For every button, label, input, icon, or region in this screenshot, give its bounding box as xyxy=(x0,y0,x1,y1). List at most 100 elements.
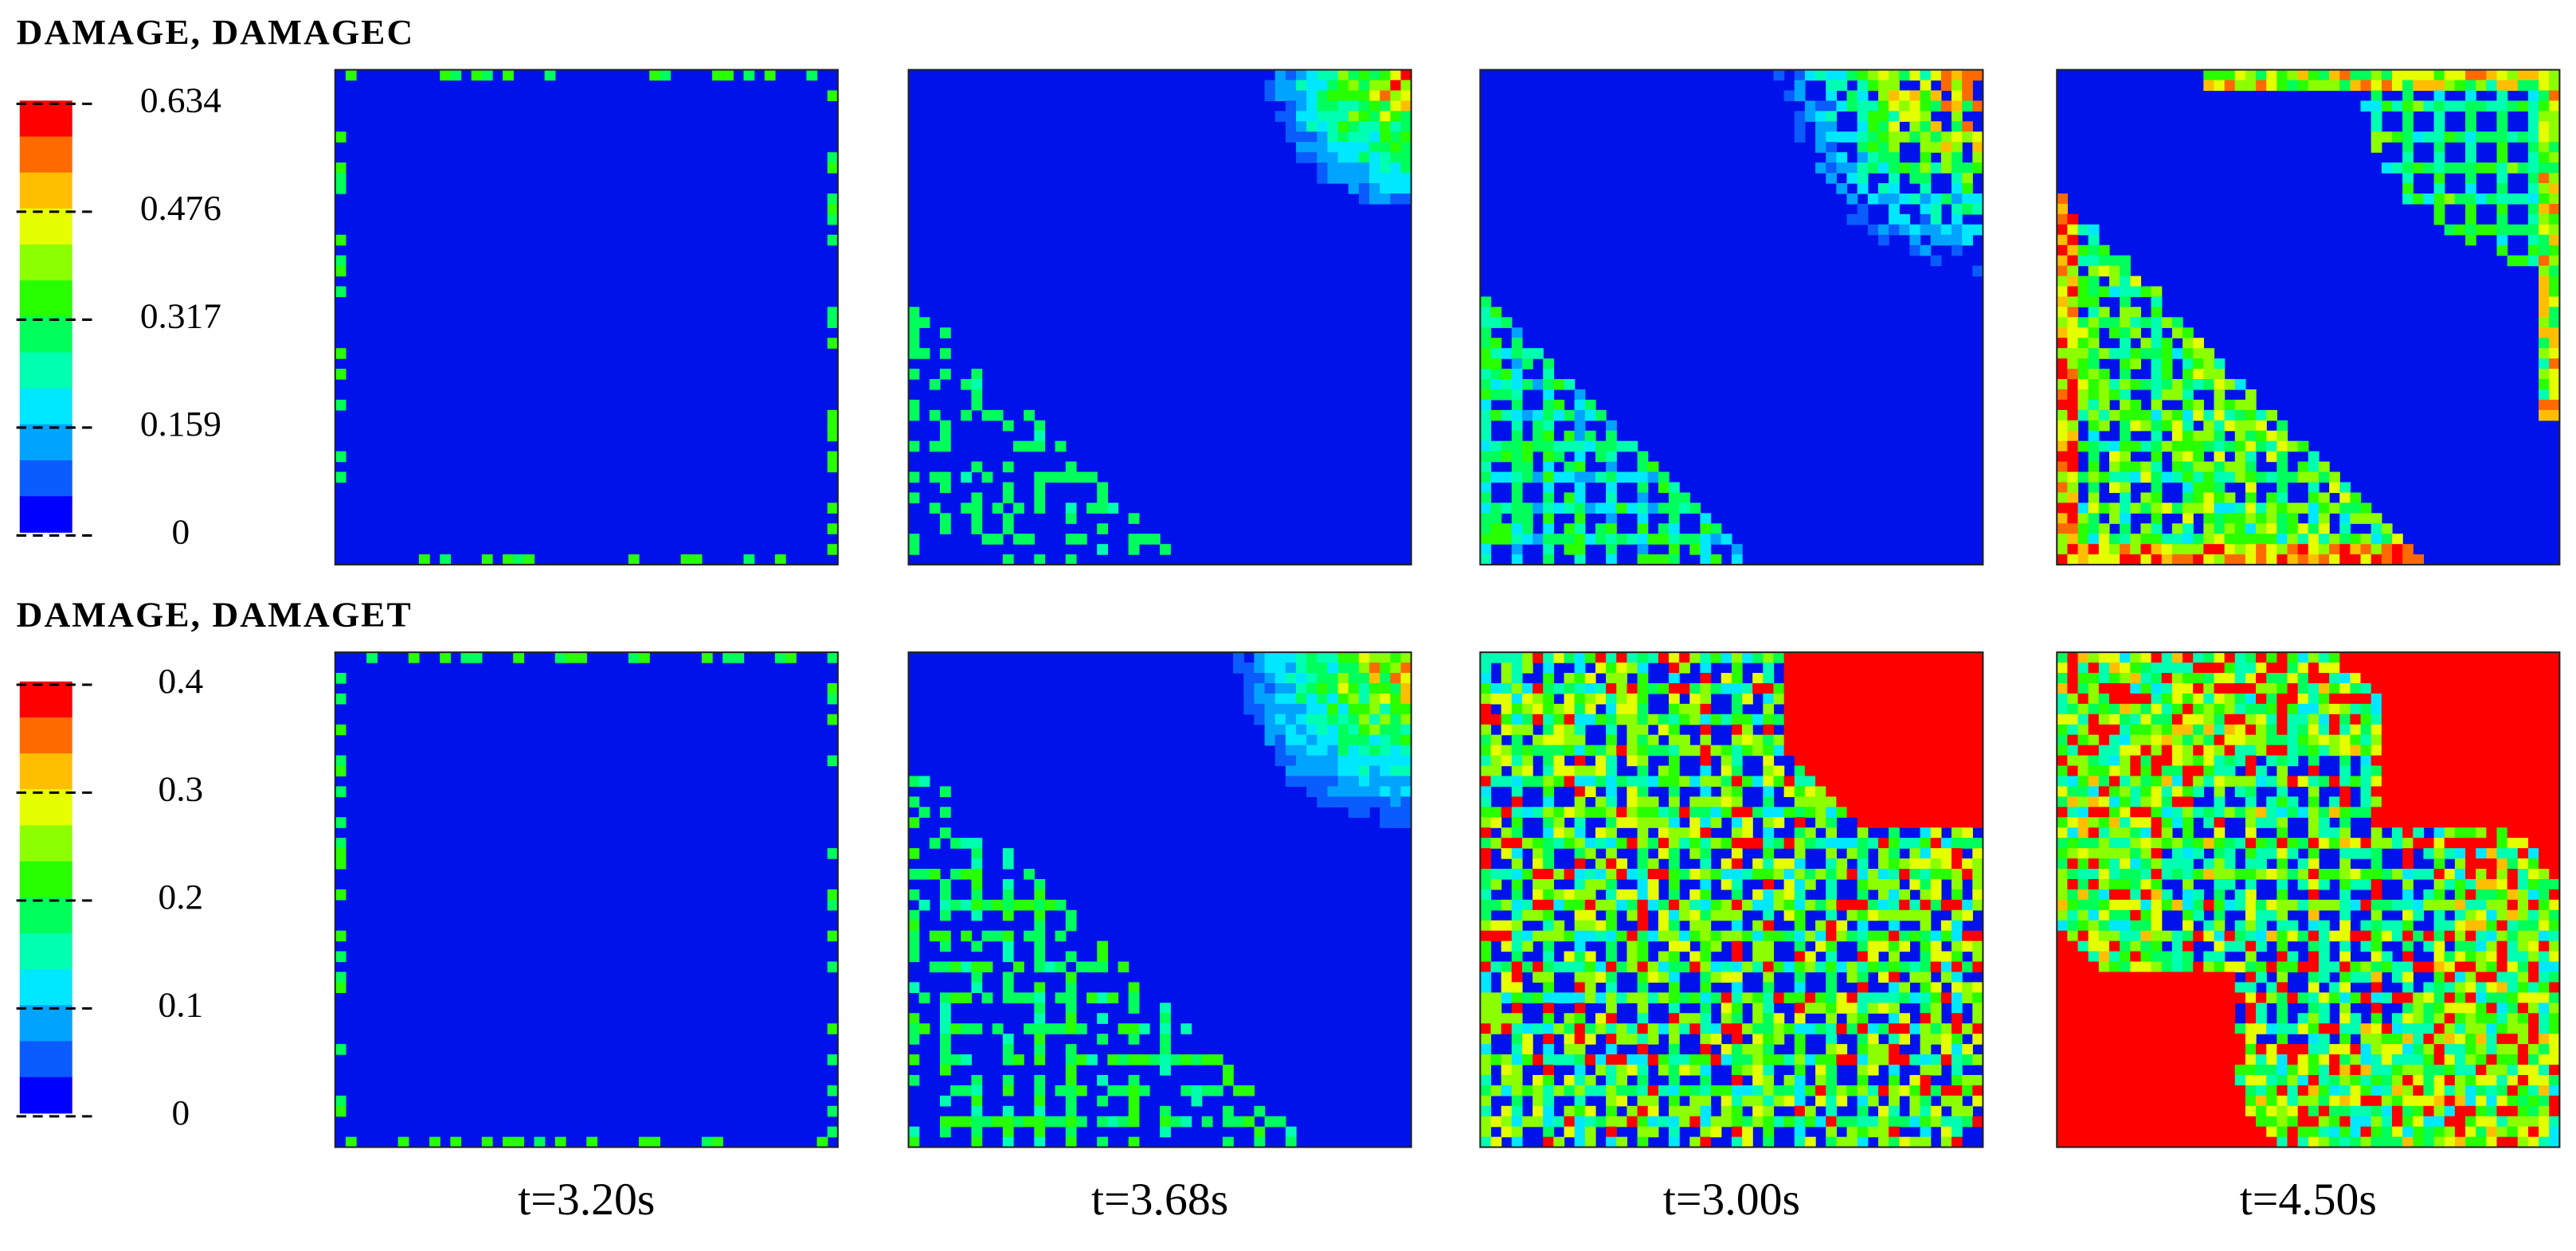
damage-cell xyxy=(1564,992,1576,1003)
damage-cell xyxy=(1044,1116,1056,1128)
damage-cell xyxy=(827,234,839,246)
damage-cell xyxy=(1490,961,1502,973)
damage-cell xyxy=(1752,1116,1764,1128)
damage-cell xyxy=(971,909,983,921)
damage-cell xyxy=(2098,1034,2110,1045)
damage-cell xyxy=(1002,889,1014,901)
damage-cell xyxy=(2171,652,2183,663)
damage-cell xyxy=(1637,848,1649,859)
damage-cell xyxy=(2486,162,2498,174)
damage-cell xyxy=(2151,827,2163,839)
damage-cell xyxy=(2151,369,2163,380)
damage-cell xyxy=(2098,745,2110,756)
damage-cell xyxy=(2287,502,2299,514)
damage-cell xyxy=(1480,858,1492,870)
damage-cell xyxy=(1490,451,1502,463)
damage-cell xyxy=(1511,1105,1523,1117)
damage-cell xyxy=(2108,663,2120,674)
damage-cell xyxy=(2057,899,2069,911)
damage-cell xyxy=(1920,909,1932,921)
damage-cell xyxy=(1358,100,1370,112)
damage-cell xyxy=(1742,838,1753,849)
damage-cell xyxy=(2140,920,2152,932)
damage-cell xyxy=(1972,838,1984,849)
damage-cell xyxy=(1480,652,1492,663)
damage-cell xyxy=(2108,682,2120,694)
damage-cell xyxy=(1348,703,1360,715)
damage-cell xyxy=(1501,682,1513,694)
damage-cell xyxy=(2539,234,2550,246)
damage-cell xyxy=(1627,440,1638,452)
damage-cell xyxy=(2287,848,2299,859)
damage-cell xyxy=(1658,869,1670,880)
damage-cell xyxy=(827,307,839,318)
damage-cell xyxy=(2108,1034,2120,1045)
damage-cell xyxy=(1951,1085,1963,1097)
damage-cell xyxy=(1055,961,1067,973)
damage-cell xyxy=(2266,502,2277,514)
damage-cell xyxy=(2224,513,2236,524)
damage-cell xyxy=(2308,1136,2320,1148)
damage-cell xyxy=(2108,673,2120,684)
damage-cell xyxy=(1390,734,1402,746)
damage-cell xyxy=(2203,513,2215,524)
damage-cell xyxy=(1584,471,1596,483)
damage-cell xyxy=(2151,1044,2163,1055)
damage-cell xyxy=(2193,482,2204,494)
damage-cell xyxy=(2433,152,2445,163)
damage-cell xyxy=(2130,961,2142,973)
damage-cell xyxy=(2539,276,2550,287)
damage-cell xyxy=(2057,554,2069,565)
damage-cell xyxy=(335,183,346,194)
damage-cell xyxy=(1731,817,1743,828)
damage-cell xyxy=(1773,734,1785,746)
damage-cell xyxy=(1564,1085,1576,1097)
damage-cell xyxy=(2256,1126,2267,1138)
damage-cell xyxy=(1920,848,1932,859)
damage-cell xyxy=(1400,755,1412,767)
damage-cell xyxy=(1889,652,1900,663)
damage-cell xyxy=(2088,652,2100,663)
damage-cell xyxy=(1327,121,1339,132)
damage-cell xyxy=(1899,755,1911,767)
damage-cell xyxy=(2214,358,2226,369)
damage-cell xyxy=(1480,724,1492,736)
damage-cell xyxy=(2088,663,2100,674)
damage-cell xyxy=(1348,152,1360,163)
damage-cell xyxy=(2098,1126,2110,1138)
damage-cell xyxy=(1574,1034,1586,1045)
damage-cell xyxy=(1836,1136,1848,1148)
damage-cell xyxy=(1951,982,1963,993)
damage-cell xyxy=(1836,673,1848,684)
damage-cell xyxy=(2539,348,2550,359)
damage-cell xyxy=(1317,765,1329,777)
damage-cell xyxy=(1511,745,1523,756)
damage-cell xyxy=(2140,786,2152,797)
damage-cell xyxy=(1264,682,1276,694)
damage-cell xyxy=(1815,131,1826,143)
damage-cell xyxy=(1317,162,1329,174)
damage-cell xyxy=(1668,869,1680,880)
damage-cell xyxy=(1721,776,1732,788)
damage-cell xyxy=(1731,724,1743,736)
damage-cell xyxy=(1962,776,1973,788)
damage-cell xyxy=(1647,1034,1659,1045)
damage-cell xyxy=(1637,1074,1649,1086)
damage-cell xyxy=(1826,80,1837,92)
damage-cell xyxy=(1055,930,1067,942)
damage-cell xyxy=(1616,1095,1628,1107)
damage-cell xyxy=(940,961,951,973)
damage-cell xyxy=(1034,1116,1046,1128)
damage-cell xyxy=(1306,724,1317,736)
damage-cell xyxy=(1511,1034,1523,1045)
damage-cell xyxy=(1480,673,1492,684)
damage-cell xyxy=(2297,652,2309,663)
damage-cell xyxy=(2057,734,2069,746)
damage-cell xyxy=(1002,848,1014,859)
damage-cell xyxy=(2140,848,2152,859)
damage-cell xyxy=(2161,1023,2173,1034)
damage-cell xyxy=(1857,703,1869,715)
damage-cell xyxy=(1521,1023,1533,1034)
damage-cell xyxy=(2130,1065,2142,1076)
damage-cell xyxy=(1013,440,1024,452)
